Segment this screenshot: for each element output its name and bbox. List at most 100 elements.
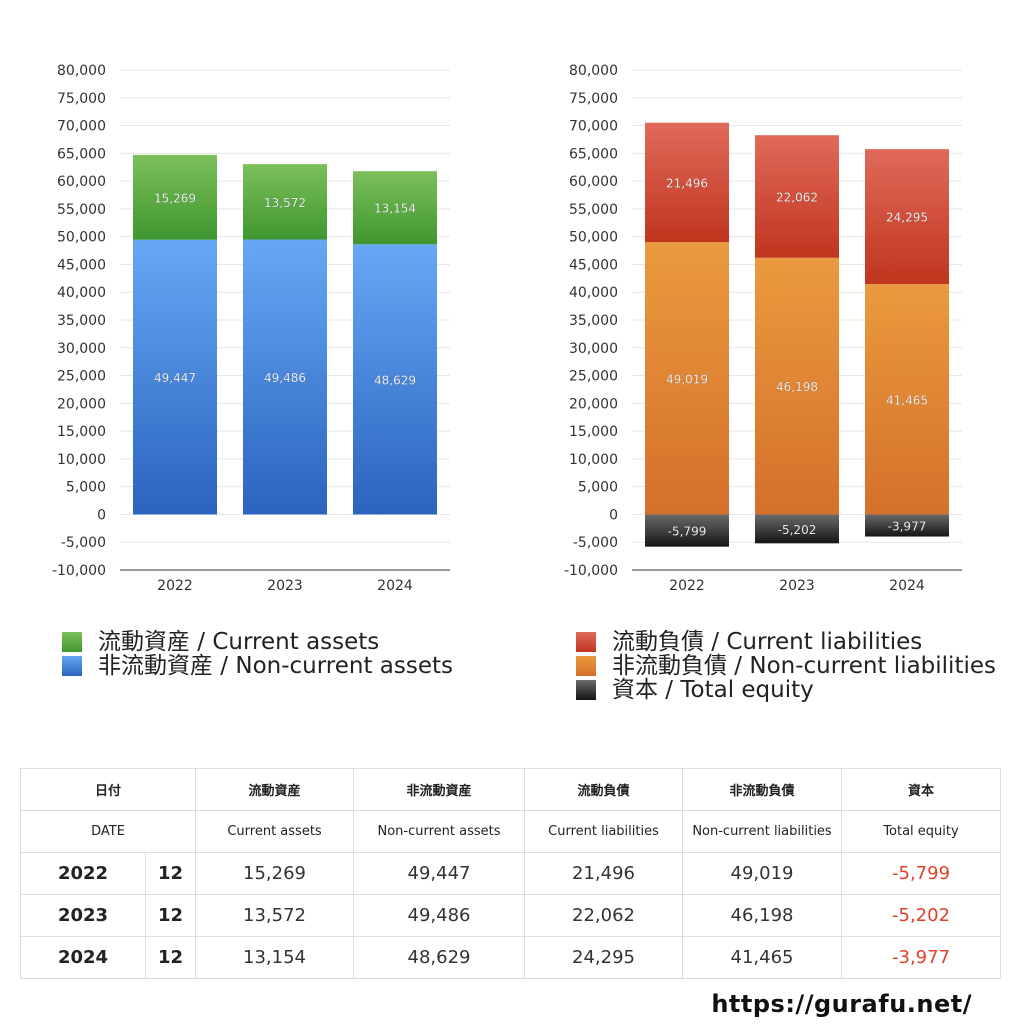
bar-total_equity-2023 <box>755 514 839 544</box>
row-month: 12 <box>144 852 197 895</box>
legend-item-total-equity: 資本 / Total equity <box>576 678 996 702</box>
bar-current_assets-2023 <box>243 164 327 240</box>
bar-noncurrent_assets-2023 <box>243 239 327 515</box>
data-label-noncurrent_liabilities-2022: 49,019 <box>666 372 708 386</box>
table-header-row-en: DATE Current assets Non-current assets C… <box>19 810 1002 853</box>
y-tick-label: 60,000 <box>569 174 618 190</box>
y-tick-label: 60,000 <box>57 174 106 190</box>
x-tick-label: 2024 <box>377 578 413 594</box>
bar-total_equity-2022 <box>645 514 729 547</box>
data-label-noncurrent_liabilities-2023: 46,198 <box>776 380 818 394</box>
header-noncurrent-assets-jp: 非流動資産 <box>353 768 526 811</box>
header-date-jp: 日付 <box>19 768 197 811</box>
table-row: 2022 12 15,269 49,447 21,496 49,019 -5,7… <box>20 852 1002 895</box>
legend-item-noncurrent-liabilities: 非流動負債 / Non-current liabilities <box>576 654 996 678</box>
cell-noncurrent-liabilities: 49,019 <box>682 852 843 895</box>
row-year: 2022 <box>20 852 146 895</box>
y-tick-label: -5,000 <box>573 535 618 551</box>
y-tick-label: 75,000 <box>57 91 106 107</box>
y-tick-label: 65,000 <box>569 146 618 162</box>
x-tick-label: 2024 <box>889 578 925 594</box>
cell-current-liabilities: 21,496 <box>524 852 684 895</box>
cell-total-equity: -3,977 <box>841 936 1002 979</box>
cell-noncurrent-liabilities: 41,465 <box>682 936 843 979</box>
legend-label-noncurrent-liabilities: 非流動負債 / Non-current liabilities <box>612 653 996 679</box>
header-noncurrent-liabilities-jp: 非流動負債 <box>682 768 843 811</box>
data-label-noncurrent_liabilities-2024: 41,465 <box>886 393 928 407</box>
header-current-assets-en: Current assets <box>195 810 355 853</box>
bar-noncurrent_liabilities-2023 <box>755 257 839 515</box>
y-tick-label: -10,000 <box>564 563 618 579</box>
y-tick-label: 80,000 <box>57 63 106 79</box>
data-label-noncurrent_assets-2023: 49,486 <box>264 371 306 385</box>
y-tick-label: 40,000 <box>57 285 106 301</box>
balance-sheet-table: 日付 流動資産 非流動資産 流動負債 非流動負債 資本 DATE Current… <box>19 768 1002 979</box>
bar-noncurrent_liabilities-2024 <box>865 284 949 515</box>
bar-noncurrent_assets-2024 <box>353 244 437 515</box>
y-tick-label: 10,000 <box>57 452 106 468</box>
cell-noncurrent-assets: 48,629 <box>353 936 526 979</box>
assets-chart: 80,000 75,000 70,000 65,000 60,000 55,000 50,0… <box>52 63 450 594</box>
header-total-equity-jp: 資本 <box>841 768 1002 811</box>
x-tick-label: 2023 <box>779 578 815 594</box>
y-tick-label: 50,000 <box>569 230 618 246</box>
cell-current-liabilities: 24,295 <box>524 936 684 979</box>
bar-total_equity-2024 <box>865 514 949 537</box>
y-tick-label: -10,000 <box>52 563 106 579</box>
bar-current_liabilities-2022 <box>645 122 729 243</box>
y-tick-label: 30,000 <box>57 341 106 357</box>
y-tick-label: 45,000 <box>57 257 106 273</box>
row-year: 2024 <box>20 936 146 979</box>
y-tick-label: 50,000 <box>57 230 106 246</box>
y-tick-label: 25,000 <box>57 369 106 385</box>
y-tick-label: 5,000 <box>66 480 106 496</box>
y-tick-label: 80,000 <box>569 63 618 79</box>
legend-swatch-current-assets <box>62 632 82 652</box>
y-tick-label: 55,000 <box>569 202 618 218</box>
cell-current-assets: 13,154 <box>195 936 355 979</box>
data-label-current_assets-2023: 13,572 <box>264 196 306 210</box>
data-label-current_assets-2022: 15,269 <box>154 191 196 205</box>
header-current-assets-jp: 流動資産 <box>195 768 355 811</box>
liabilities-legend: 流動負債 / Current liabilities 非流動負債 / Non-c… <box>576 630 996 702</box>
legend-swatch-noncurrent-assets <box>62 656 82 676</box>
data-label-total_equity-2023: -5,202 <box>778 523 817 537</box>
data-label-current_assets-2024: 13,154 <box>374 202 416 216</box>
y-tick-label: 65,000 <box>57 146 106 162</box>
bar-noncurrent_assets-2022 <box>133 239 217 515</box>
legend-item-current-assets: 流動資産 / Current assets <box>62 630 453 654</box>
row-month: 12 <box>144 894 197 937</box>
y-tick-label: 70,000 <box>57 119 106 135</box>
y-tick-label: 15,000 <box>569 424 618 440</box>
legend-item-noncurrent-assets: 非流動資産 / Non-current assets <box>62 654 453 678</box>
cell-noncurrent-assets: 49,486 <box>353 894 526 937</box>
cell-current-assets: 13,572 <box>195 894 355 937</box>
data-label-total_equity-2022: -5,799 <box>668 525 707 539</box>
legend-label-current-liabilities: 流動負債 / Current liabilities <box>612 629 923 655</box>
header-date-en: DATE <box>19 810 197 853</box>
data-label-noncurrent_assets-2022: 49,447 <box>154 371 196 385</box>
legend-swatch-total-equity <box>576 680 596 700</box>
site-url[interactable]: https://gurafu.net/ <box>711 990 972 1018</box>
cell-noncurrent-assets: 49,447 <box>353 852 526 895</box>
y-tick-label: 20,000 <box>569 396 618 412</box>
y-tick-label: 55,000 <box>57 202 106 218</box>
y-tick-label: 15,000 <box>57 424 106 440</box>
y-tick-label: 30,000 <box>569 341 618 357</box>
data-label-current_liabilities-2023: 22,062 <box>776 191 818 205</box>
data-label-noncurrent_assets-2024: 48,629 <box>374 373 416 387</box>
bar-current_assets-2024 <box>353 171 437 245</box>
header-total-equity-en: Total equity <box>841 810 1002 853</box>
y-tick-label: 35,000 <box>569 313 618 329</box>
y-tick-label: 75,000 <box>569 91 618 107</box>
bar-noncurrent_liabilities-2022 <box>645 242 729 515</box>
table-row: 2023 12 13,572 49,486 22,062 46,198 -5,2… <box>20 894 1002 937</box>
legend-swatch-current-liabilities <box>576 632 596 652</box>
y-tick-label: 35,000 <box>57 313 106 329</box>
legend-swatch-noncurrent-liabilities <box>576 656 596 676</box>
bar-current_assets-2022 <box>133 154 217 240</box>
data-label-current_liabilities-2024: 24,295 <box>886 211 928 225</box>
legend-item-current-liabilities: 流動負債 / Current liabilities <box>576 630 996 654</box>
y-tick-label: 25,000 <box>569 369 618 385</box>
data-label-total_equity-2024: -3,977 <box>888 519 927 533</box>
